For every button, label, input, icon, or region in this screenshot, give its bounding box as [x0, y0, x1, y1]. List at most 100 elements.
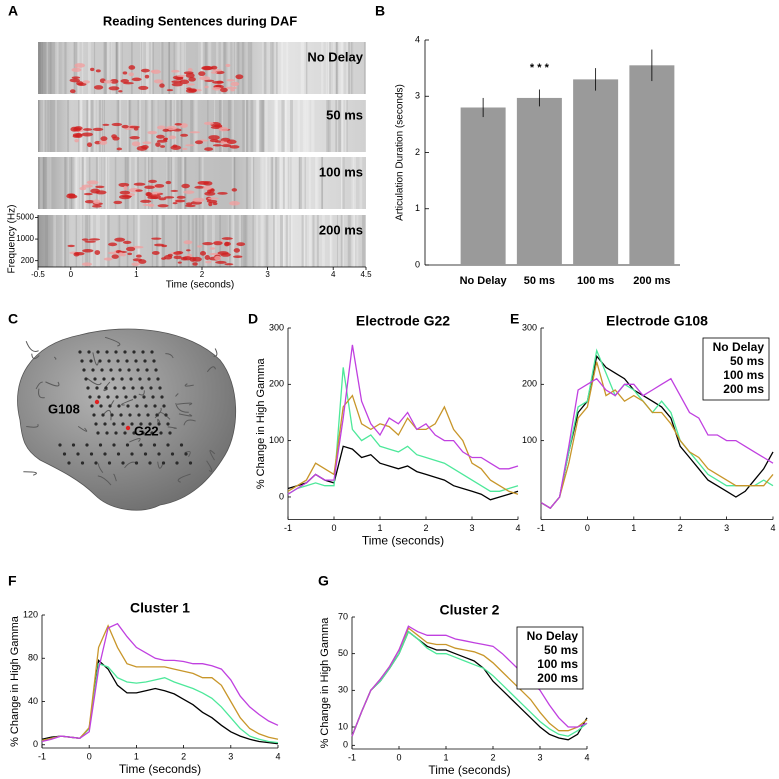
spectrogram-energy: [144, 185, 155, 190]
electrode: [95, 386, 99, 390]
spectrogram-texture: [255, 100, 258, 152]
brain-sulcus: [98, 463, 104, 474]
electrode: [94, 422, 98, 426]
spectrogram-texture: [223, 42, 226, 94]
electrode: [150, 350, 154, 354]
annotation: * * *: [530, 62, 550, 74]
spectrogram-energy: [221, 144, 232, 148]
spectrogram-texture: [328, 42, 332, 94]
spectrogram-energy: [151, 237, 162, 240]
spectrogram-texture: [47, 100, 50, 152]
spectrogram-texture: [172, 157, 175, 209]
spectrogram-texture: [283, 100, 286, 152]
spectrogram-energy: [107, 251, 118, 255]
brain-sulcus: [206, 366, 217, 373]
spectrogram-texture: [260, 157, 263, 209]
spectrogram-energy: [221, 237, 233, 240]
spectrogram-texture: [174, 100, 178, 152]
spectrogram-texture: [38, 42, 41, 94]
spectrogram-energy: [133, 182, 146, 186]
spectrogram-texture: [184, 157, 186, 209]
spectrogram-energy: [181, 183, 190, 189]
spectrogram-energy: [118, 182, 130, 187]
y-tick-label: 100: [522, 435, 537, 445]
electrode: [179, 443, 184, 447]
spectrogram-texture: [80, 100, 83, 152]
panel-letter: D: [248, 311, 258, 327]
brain-sulcus: [26, 423, 39, 428]
spectrogram-energy: [208, 201, 213, 207]
brain-sulcus: [157, 461, 164, 469]
spectrogram-texture: [182, 157, 185, 209]
spectrogram-texture: [280, 215, 282, 267]
spectrogram-energy: [186, 83, 196, 86]
spectrogram-energy: [224, 263, 234, 266]
spectrogram-texture: [107, 215, 110, 267]
spectrogram-texture: [284, 157, 287, 209]
spectrogram-energy: [208, 135, 220, 141]
spectrogram-texture: [146, 42, 149, 94]
spectrogram-texture: [287, 157, 290, 209]
electrode: [132, 350, 136, 354]
spectrogram-texture: [253, 157, 255, 209]
spectrogram-texture: [117, 42, 120, 94]
spectrogram-texture: [321, 157, 324, 209]
spectrogram-texture: [165, 100, 167, 152]
x-axis-label: Time (seconds): [166, 280, 235, 291]
spectrogram-texture: [241, 42, 245, 94]
spectrogram-texture: [285, 100, 288, 152]
spectrogram-energy: [157, 204, 169, 208]
spectrogram-texture: [337, 215, 340, 267]
x-tick-label: 4: [275, 751, 280, 761]
spectrogram-texture: [177, 215, 179, 267]
spectrogram-texture: [114, 42, 118, 94]
spectrogram-energy: [235, 74, 244, 80]
spectrogram-energy: [120, 79, 130, 83]
spectrogram-texture: [151, 157, 154, 209]
y-tick-label: 30: [338, 685, 348, 695]
electrode: [123, 350, 127, 354]
spectrogram-energy: [174, 76, 184, 81]
spectrogram-texture: [306, 100, 310, 152]
electrode: [93, 377, 97, 381]
spectrogram-energy: [138, 85, 149, 91]
spectrogram-texture: [220, 42, 224, 94]
brain-sulcus: [92, 352, 99, 366]
electrode: [102, 377, 106, 381]
spectrogram-energy: [118, 90, 123, 93]
spectrogram-texture: [39, 100, 42, 152]
spectrogram-texture: [290, 157, 292, 209]
spectrogram-texture: [88, 100, 91, 152]
spectrogram-energy: [151, 191, 162, 194]
spectrogram-texture: [47, 100, 51, 152]
spectrogram-texture: [363, 42, 366, 94]
electrode: [62, 452, 67, 456]
spectrogram-energy: [228, 201, 241, 206]
spectrogram-energy: [212, 202, 218, 206]
spectrogram-texture: [41, 42, 43, 94]
x-tick-label: 2: [181, 751, 186, 761]
spectrogram-texture: [93, 42, 96, 94]
spectrogram-texture: [147, 157, 150, 209]
spectrogram-texture: [151, 215, 154, 267]
spectrogram-texture: [106, 157, 109, 209]
spectrogram-texture: [133, 215, 136, 267]
spectrogram-energy: [220, 87, 228, 93]
spectrogram-texture: [270, 42, 273, 94]
spectrogram-texture: [226, 215, 230, 267]
spectrogram-texture: [342, 157, 345, 209]
spectrogram-texture: [336, 42, 338, 94]
spectrogram-energy: [128, 65, 136, 70]
electrode: [82, 368, 86, 372]
brain-sulcus: [35, 381, 43, 390]
spectrogram-energy: [202, 66, 214, 70]
spectrogram-texture: [47, 100, 49, 152]
x-tick-label: 2: [423, 523, 428, 533]
spectrogram-energy: [212, 144, 222, 147]
spectrogram-texture: [228, 215, 231, 267]
electrode: [124, 395, 128, 399]
x-tick-label: 2: [490, 752, 495, 762]
spectrogram-texture: [338, 100, 342, 152]
spectrogram-energy: [88, 238, 101, 241]
legend-label: 200 ms: [723, 382, 764, 396]
